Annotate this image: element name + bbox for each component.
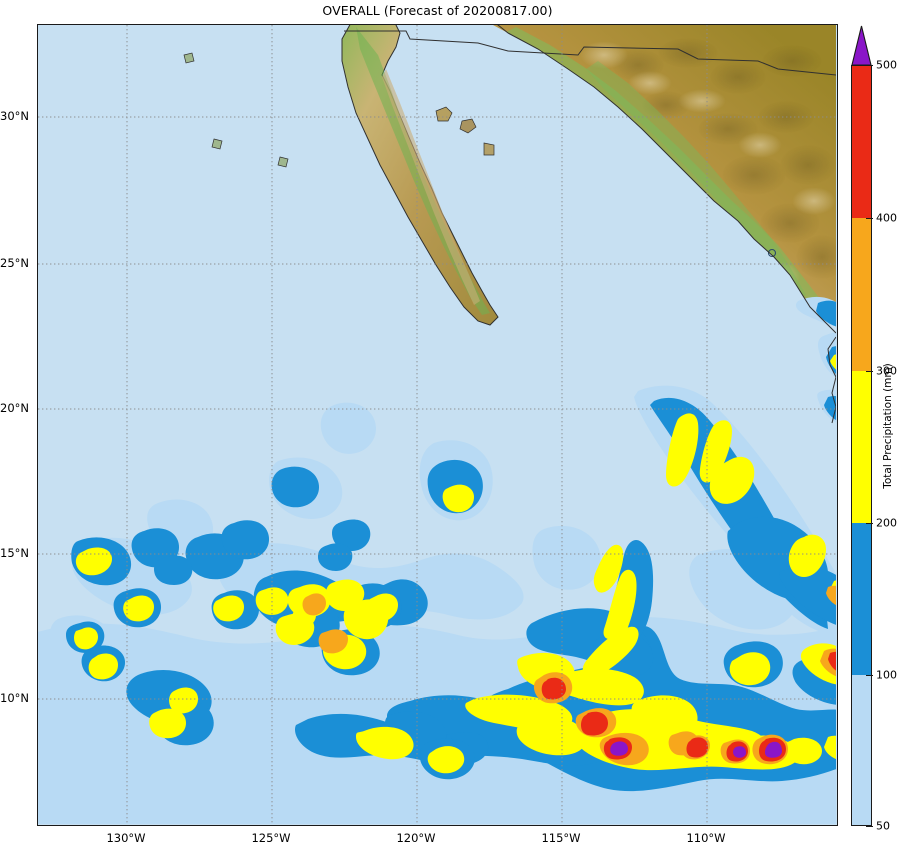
colorbar-tick-500: 500 [876,58,897,72]
colorbar-tickmark-200 [866,523,873,524]
y-tick-15n: 15°N [0,546,29,560]
colorbar-tickmark-300 [866,371,873,372]
precipitation-map[interactable] [38,25,836,824]
colorbar-extend-arrow [851,25,872,66]
colorbar[interactable] [851,65,872,826]
colorbar-title: Total Precipitation (mm) [882,363,894,489]
colorbar-band-100-200 [852,523,871,675]
y-axis-labels: 30°N 25°N 20°N 15°N 10°N [0,0,33,852]
page-title: OVERALL (Forecast of 20200817.00) [322,3,553,18]
x-tick-115w: 115°W [541,831,581,845]
gridlines [38,25,836,824]
colorbar-tickmark-500 [866,65,873,66]
map-axes[interactable] [37,24,838,826]
colorbar-tickmark-100 [866,675,873,676]
colorbar-band-400-500 [852,66,871,218]
colorbar-tick-400: 400 [876,211,897,225]
precip-band-above-500 [610,741,782,758]
colorbar-band-200-300 [852,371,871,523]
y-tick-10n: 10°N [0,691,29,705]
colorbar-tick-200: 200 [876,516,897,530]
y-tick-20n: 20°N [0,401,29,415]
colorbar-tickmark-50 [866,826,873,827]
colorbar-band-300-400 [852,218,871,371]
relief-baja [183,25,836,439]
colorbar-tick-300: 300 [876,364,897,378]
x-tick-130w: 130°W [106,831,146,845]
colorbar-band-50-100 [852,675,871,825]
x-tick-110w: 110°W [686,831,726,845]
y-tick-30n: 30°N [0,109,29,123]
x-tick-125w: 125°W [251,831,291,845]
y-tick-25n: 25°N [0,256,29,270]
x-tick-120w: 120°W [396,831,436,845]
colorbar-tick-100: 100 [876,668,897,682]
colorbar-tick-50: 50 [876,819,890,833]
coastlines [497,25,836,424]
colorbar-tickmark-400 [866,218,873,219]
